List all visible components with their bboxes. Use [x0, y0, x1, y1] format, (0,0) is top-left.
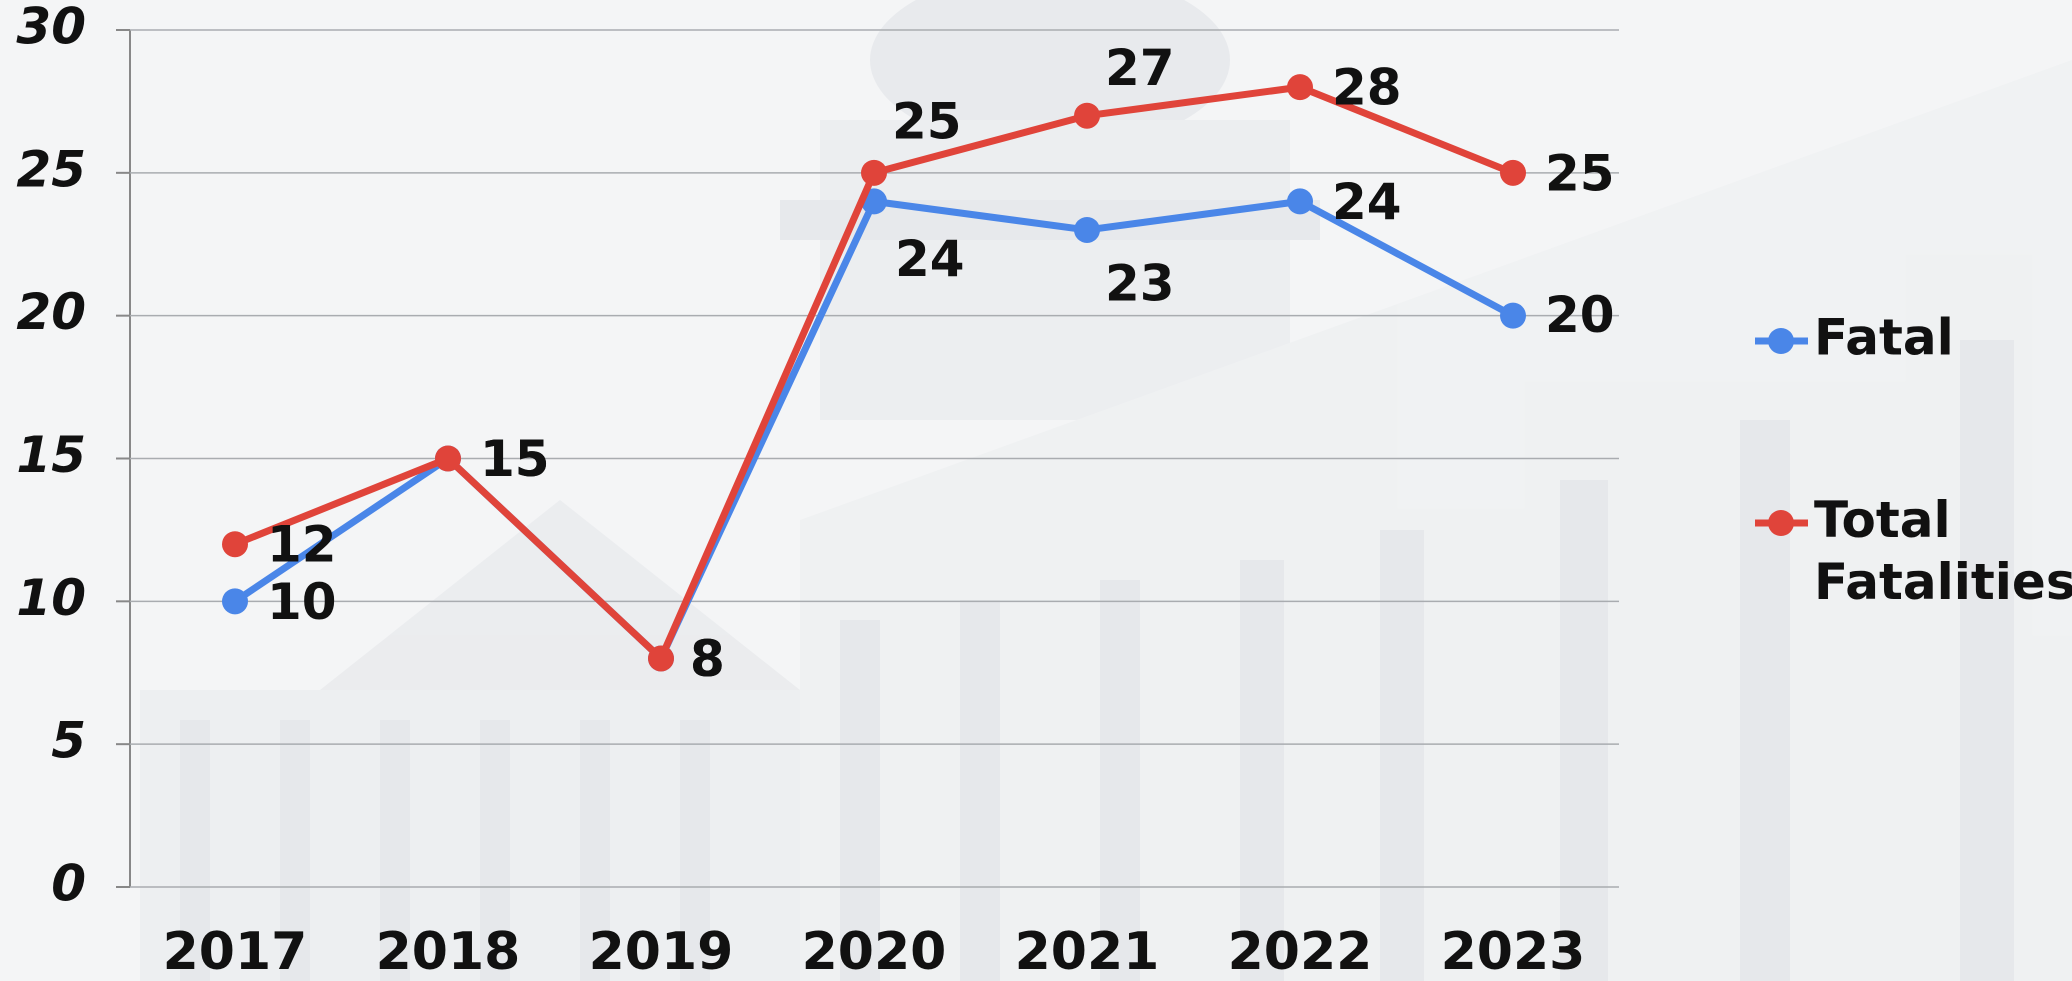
data-label: 12 — [267, 516, 337, 574]
data-label: 25 — [892, 92, 962, 150]
data-point — [1500, 160, 1526, 186]
y-tick-label: 5 — [51, 712, 86, 770]
legend-marker — [1768, 328, 1794, 354]
data-label: 28 — [1332, 59, 1402, 117]
x-tick-label: 2018 — [376, 922, 521, 981]
chart: 0510152025302017201820192020202120222023… — [0, 0, 2072, 981]
data-label: 27 — [1105, 39, 1175, 97]
data-point — [222, 531, 248, 557]
y-tick-label: 0 — [51, 855, 86, 913]
data-point — [1287, 74, 1313, 100]
x-tick-label: 2017 — [163, 922, 308, 981]
data-label: 23 — [1105, 254, 1175, 312]
data-label: 24 — [895, 230, 965, 288]
x-tick-label: 2020 — [802, 922, 947, 981]
data-label: 8 — [690, 630, 725, 688]
data-point — [222, 588, 248, 614]
data-point — [1500, 303, 1526, 329]
data-label: 10 — [267, 573, 337, 631]
data-label: 15 — [480, 430, 550, 488]
legend-label: Fatal — [1814, 309, 1954, 367]
y-tick-label: 10 — [16, 569, 86, 627]
y-tick-label: 20 — [16, 283, 86, 341]
x-tick-label: 2021 — [1015, 922, 1160, 981]
x-tick-label: 2022 — [1228, 922, 1373, 981]
x-tick-label: 2023 — [1441, 922, 1586, 981]
data-point — [1287, 188, 1313, 214]
data-point — [1074, 103, 1100, 129]
data-label: 20 — [1545, 286, 1615, 344]
data-point — [435, 446, 461, 472]
legend-marker — [1768, 510, 1794, 536]
y-tick-label: 25 — [16, 140, 86, 198]
y-tick-label: 30 — [16, 0, 86, 56]
data-label: 25 — [1545, 144, 1615, 202]
data-point — [648, 645, 674, 671]
data-label: 24 — [1332, 173, 1402, 231]
data-point — [861, 160, 887, 186]
y-tick-label: 15 — [16, 426, 86, 484]
data-point — [1074, 217, 1100, 243]
x-tick-label: 2019 — [589, 922, 734, 981]
